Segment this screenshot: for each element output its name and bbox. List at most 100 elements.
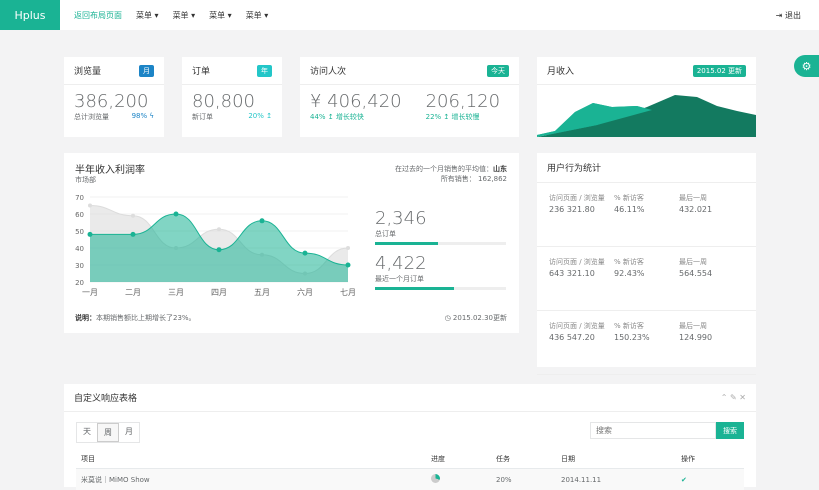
metric-value: 150.23% [614,333,679,342]
profit-summary: 在过去的一个月销售的平均值：山东 所有销售： 162,862 [395,164,507,184]
y-tick-label: 50 [75,228,84,236]
orders-total-progress [375,242,506,245]
stat-pct: 20% ↥ [248,112,272,122]
metric-value: 643 321.10 [549,269,614,278]
data-point [131,214,135,218]
visits-sub-2: 22% ↥ 增长较慢 [426,112,500,122]
navbar: Hplus 返回布局页面 菜单 ▾ 菜单 ▾ 菜单 ▾ 菜单 ▾ ⇥ 退出 [0,0,819,30]
visits-sub-1: 44% ↥ 增长较快 [310,112,402,122]
metric-value: 432.021 [679,205,744,214]
y-tick-label: 60 [75,211,84,219]
metric-label: 访问页面 / 浏览量 [549,322,605,330]
metric-label: % 新访客 [614,322,644,330]
wrench-icon[interactable]: ✎ [730,393,737,402]
behavior-cell: 访问页面 / 浏览量 643 321.10 [549,257,614,300]
data-point [346,246,350,250]
profit-title: 半年收入利润率 [75,161,145,176]
profit-subtitle: 市场部 [75,175,96,185]
nav-menu-2[interactable]: 菜单 ▾ [173,10,196,21]
behavior-cell: 访问页面 / 浏览量 236 321.80 [549,193,614,236]
col-action[interactable]: 操作 [676,450,744,469]
stat-label: 总计浏览量 [74,112,109,122]
data-point [346,263,351,268]
card-title: 访问人次 [310,64,346,77]
metric-value: 236 321.80 [549,205,614,214]
orders-total-value: 2,346 [375,208,506,229]
behavior-cell: 访问页面 / 浏览量 436 547.20 [549,321,614,364]
metric-value: 124.990 [679,333,744,342]
badge: 月 [139,65,154,77]
period-toggle: 天 周 月 [76,422,140,443]
badge: 今天 [487,65,509,77]
visits-value-1: ¥ 406,420 [310,91,402,112]
logout-button[interactable]: ⇥ 退出 [776,10,801,21]
behavior-cell: % 新访客 150.23% [614,321,679,364]
data-point [217,227,221,231]
period-day[interactable]: 天 [77,423,97,442]
stat-value: 386,200 [74,91,154,112]
search-button[interactable]: 搜索 [716,422,744,439]
x-tick-label: 一月 [82,288,98,297]
metric-value: 92.43% [614,269,679,278]
data-point [303,251,308,256]
behavior-cell: 最后一周 124.990 [679,321,744,364]
data-point [131,232,136,237]
y-tick-label: 20 [75,279,84,287]
orders-month-value: 4,422 [375,253,506,274]
metric-label: 访问页面 / 浏览量 [549,194,605,202]
orders-month-label: 最近一个月订单 [375,274,506,284]
orders-month-progress [375,287,506,290]
brand-logo[interactable]: Hplus [0,0,60,30]
nav-menu-3[interactable]: 菜单 ▾ [209,10,232,21]
card-title: 浏览量 [74,64,101,77]
card-title: 订单 [192,64,210,77]
period-week[interactable]: 周 [97,423,119,442]
period-month[interactable]: 月 [119,423,139,442]
x-tick-label: 四月 [211,288,227,297]
nav-menu-4[interactable]: 菜单 ▾ [246,10,269,21]
nav-back-layout[interactable]: 返回布局页面 [74,10,122,21]
behavior-title: 用户行为统计 [547,161,601,174]
y-tick-label: 40 [75,245,84,253]
note-text: 本期销售额比上期增长了23%。 [96,314,196,322]
orders-total-label: 总订单 [375,229,506,239]
total-value: 162,862 [478,175,507,183]
metric-label: 访问页面 / 浏览量 [549,258,605,266]
col-progress[interactable]: 进度 [426,450,491,469]
settings-gear-icon[interactable]: ⚙ [794,55,819,77]
profit-note: 说明：本期销售额比上期增长了23%。 [75,313,196,323]
x-tick-label: 三月 [168,288,184,297]
close-icon[interactable]: ✕ [739,393,746,402]
data-point [174,212,179,217]
x-tick-label: 二月 [125,288,141,297]
stat-label: 新订单 [192,112,213,122]
nav-menu-1[interactable]: 菜单 ▾ [136,10,159,21]
col-date[interactable]: 日期 [556,450,676,469]
x-tick-label: 六月 [297,287,313,297]
metric-value: 436 547.20 [549,333,614,342]
col-project[interactable]: 项目 [76,450,426,469]
x-tick-label: 五月 [254,288,270,297]
collapse-icon[interactable]: ⌃ [721,393,728,402]
orders-summary: 2,346 总订单 4,422 最近一个月订单 [375,208,506,290]
search-input[interactable] [590,422,716,439]
profit-chart: 203040506070一月二月三月四月五月六月七月 [64,191,364,301]
data-point [88,204,92,208]
y-tick-label: 70 [75,194,84,202]
data-point [88,232,93,237]
x-tick-label: 七月 [340,288,356,297]
logout-icon: ⇥ [776,11,785,20]
col-task[interactable]: 任务 [491,450,556,469]
total-label: 所有销售： [441,175,476,183]
metric-label: 最后一周 [679,322,707,330]
avg-label: 在过去的一个月销售的平均值： [395,165,493,173]
